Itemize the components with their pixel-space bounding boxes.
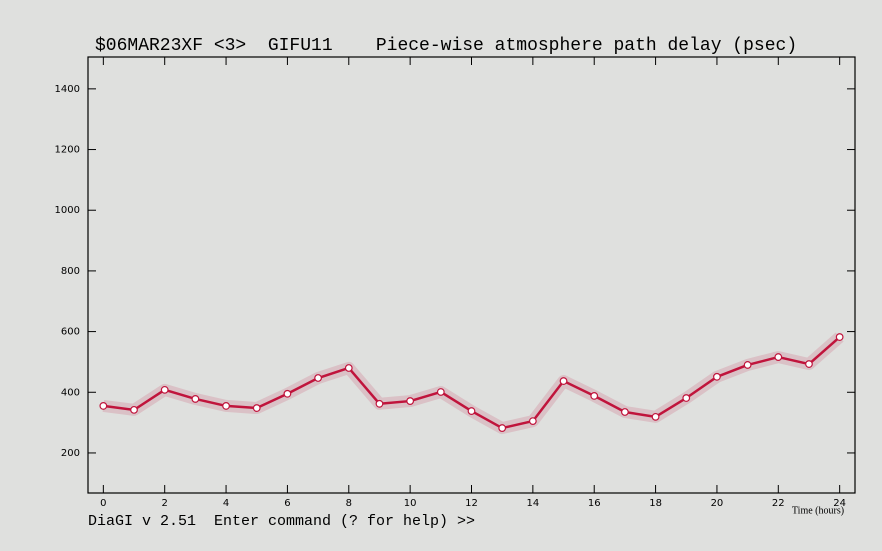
point: [590, 392, 599, 400]
point: [191, 395, 200, 403]
x-tick-label: 16: [588, 498, 601, 509]
x-tick-label: 2: [162, 498, 168, 509]
point: [406, 397, 415, 405]
point: [252, 404, 261, 412]
point: [559, 377, 568, 385]
point: [314, 374, 323, 382]
point: [621, 408, 629, 416]
point: [528, 417, 537, 425]
point: [835, 333, 844, 341]
y-tick-label: 200: [61, 448, 80, 459]
point: [467, 407, 476, 415]
chart-title: $06MAR23XF <3> GIFU11 Piece-wise atmosph…: [95, 36, 797, 56]
x-tick-label: 4: [223, 498, 229, 509]
x-tick-label: 22: [772, 498, 785, 509]
point: [130, 405, 138, 414]
point: [498, 424, 507, 432]
point: [283, 389, 292, 398]
y-tick-label: 800: [61, 266, 80, 277]
point: [436, 388, 445, 396]
point: [774, 353, 783, 361]
x-tick-label: 18: [649, 498, 662, 509]
y-tick-label: 1200: [55, 145, 80, 156]
y-tick-label: 1000: [55, 205, 80, 216]
point: [160, 385, 169, 394]
point: [344, 364, 353, 372]
command-prompt: DiaGI v 2.51 Enter command (? for help) …: [88, 513, 475, 530]
point: [743, 361, 752, 369]
y-tick-label: 400: [61, 387, 80, 398]
y-tick-label: 1400: [55, 84, 80, 95]
x-tick-label: 14: [526, 498, 539, 509]
x-axis-label: Time (hours): [792, 505, 844, 516]
x-tick-label: 12: [465, 498, 478, 509]
point: [651, 412, 660, 421]
x-tick-label: 8: [346, 498, 352, 509]
x-tick-label: 6: [284, 498, 290, 509]
point: [99, 402, 108, 410]
point: [805, 360, 813, 368]
point: [682, 394, 691, 402]
x-tick-label: 0: [100, 498, 106, 509]
y-tick-label: 600: [61, 327, 80, 338]
point: [222, 402, 230, 410]
x-tick-label: 20: [711, 498, 724, 509]
point: [375, 399, 384, 408]
point: [713, 372, 721, 381]
x-tick-label: 24: [833, 498, 846, 509]
x-tick-label: 10: [404, 498, 417, 509]
